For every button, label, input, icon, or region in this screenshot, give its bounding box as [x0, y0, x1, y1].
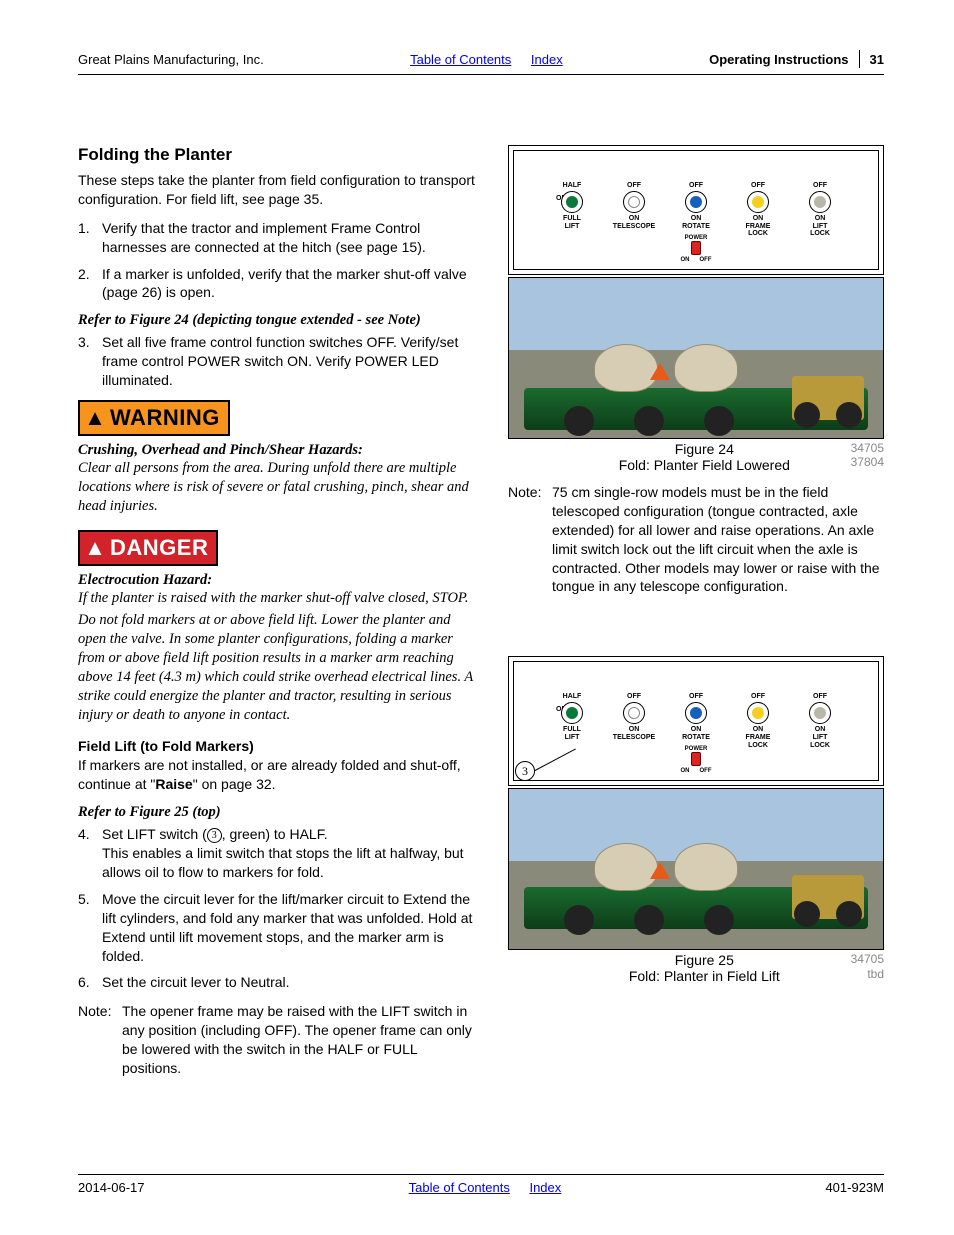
power-led-icon — [691, 752, 701, 766]
step-2: 2.If a marker is unfolded, verify that t… — [78, 265, 478, 303]
figure-25-caption: Figure 25Fold: Planter in Field Lift — [558, 952, 851, 984]
danger-body-1: If the planter is raised with the marker… — [78, 589, 478, 608]
switch-rotate: OFFON ROTATE — [674, 182, 718, 230]
right-note: Note: 75 cm single-row models must be in… — [508, 483, 884, 596]
warning-title: Crushing, Overhead and Pinch/Shear Hazar… — [78, 442, 478, 459]
switch-frame-lock: OFFON FRAME LOCK — [736, 182, 780, 238]
circled-3-icon: 3 — [207, 828, 222, 843]
control-panel-24: OFF HALFFULL LIFT OFFON TELESCOPE OFFON … — [513, 150, 879, 270]
step-1: 1.Verify that the tractor and implement … — [78, 219, 478, 257]
figure-ref-25: Refer to Figure 25 (top) — [78, 804, 478, 821]
page-footer: 2014-06-17 Table of Contents Index 401-9… — [78, 1174, 884, 1195]
index-link[interactable]: Index — [529, 1180, 561, 1195]
switch-row: HALFFULL LIFT OFFON TELESCOPE OFFON ROTA… — [550, 182, 842, 238]
note-label: Note: — [508, 483, 552, 596]
section-name: Operating Instructions — [709, 52, 848, 67]
step-5: 5.Move the circuit lever for the lift/ma… — [78, 890, 478, 966]
power-row: POWER ON OFF — [514, 746, 878, 774]
index-link[interactable]: Index — [531, 52, 563, 67]
note-text: The opener frame may be raised with the … — [122, 1002, 478, 1078]
intro-text: These steps take the planter from field … — [78, 171, 478, 209]
header-nav: Table of Contents Index — [264, 52, 709, 67]
step-3: 3.Set all five frame control function sw… — [78, 333, 478, 390]
danger-badge: ▲ DANGER — [78, 530, 218, 566]
figure-24-panel: OFF HALFFULL LIFT OFFON TELESCOPE OFFON … — [508, 145, 884, 275]
left-column: Folding the Planter These steps take the… — [78, 145, 478, 1078]
figure-25-photo — [508, 788, 884, 950]
page-header: Great Plains Manufacturing, Inc. Table o… — [78, 50, 884, 75]
toc-link[interactable]: Table of Contents — [409, 1180, 510, 1195]
steps-list-3: 4. Set LIFT switch (3, green) to HALF. T… — [78, 825, 478, 992]
header-divider — [859, 50, 860, 68]
warning-label: WARNING — [110, 405, 228, 431]
footer-date: 2014-06-17 — [78, 1180, 145, 1195]
header-section: Operating Instructions 31 — [709, 50, 884, 68]
switch-lift: HALFFULL LIFT — [550, 182, 594, 230]
content-columns: Folding the Planter These steps take the… — [78, 145, 884, 1078]
switch-frame-lock: OFFON FRAME LOCK — [736, 693, 780, 749]
control-panel-25: OFF HALFFULL LIFT OFFON TELESCOPE OFFON … — [513, 661, 879, 781]
figure-24-caption-row: Figure 24Fold: Planter Field Lowered 347… — [508, 441, 884, 473]
note-label: Note: — [78, 1002, 122, 1078]
switch-row: HALFFULL LIFT OFFON TELESCOPE OFFON ROTA… — [550, 693, 842, 749]
step-6: 6.Set the circuit lever to Neutral. — [78, 973, 478, 992]
note-text: 75 cm single-row models must be in the f… — [552, 483, 884, 596]
power-row: POWER ON OFF — [514, 235, 878, 263]
figure-24-photo — [508, 277, 884, 439]
alert-icon: ▲ — [80, 535, 110, 561]
steps-list-2: 3.Set all five frame control function sw… — [78, 333, 478, 390]
left-note: Note: The opener frame may be raised wit… — [78, 1002, 478, 1078]
right-column: OFF HALFFULL LIFT OFFON TELESCOPE OFFON … — [508, 145, 884, 1078]
danger-body-2: Do not fold markers at or above field li… — [78, 611, 478, 724]
warning-body: Clear all persons from the area. During … — [78, 459, 478, 516]
footer-nav: Table of Contents Index — [145, 1180, 826, 1195]
field-lift-intro: If markers are not installed, or are alr… — [78, 756, 478, 794]
figure-24-caption: Figure 24Fold: Planter Field Lowered — [558, 441, 851, 473]
switch-telescope: OFFON TELESCOPE — [612, 693, 656, 741]
alert-icon: ▲ — [80, 405, 110, 431]
figure-ref-24: Refer to Figure 24 (depicting tongue ext… — [78, 312, 478, 329]
switch-lift-lock: OFFON LIFT LOCK — [798, 182, 842, 238]
figure-24-ids: 3470537804 — [851, 441, 884, 470]
header-company: Great Plains Manufacturing, Inc. — [78, 52, 264, 67]
figure-25-caption-row: Figure 25Fold: Planter in Field Lift 347… — [508, 952, 884, 984]
warning-badge: ▲ WARNING — [78, 400, 230, 436]
figure-25-ids: 34705tbd — [851, 952, 884, 981]
switch-telescope: OFFON TELESCOPE — [612, 182, 656, 230]
field-lift-heading: Field Lift (to Fold Markers) — [78, 738, 478, 754]
steps-list-1: 1.Verify that the tractor and implement … — [78, 219, 478, 303]
figure-25-panel: OFF HALFFULL LIFT OFFON TELESCOPE OFFON … — [508, 656, 884, 786]
footer-docnum: 401-923M — [825, 1180, 884, 1195]
toc-link[interactable]: Table of Contents — [410, 52, 511, 67]
danger-label: DANGER — [110, 535, 216, 561]
section-heading: Folding the Planter — [78, 145, 478, 165]
switch-lift: HALFFULL LIFT — [550, 693, 594, 741]
step-4: 4. Set LIFT switch (3, green) to HALF. T… — [78, 825, 478, 882]
switch-lift-lock: OFFON LIFT LOCK — [798, 693, 842, 749]
switch-rotate: OFFON ROTATE — [674, 693, 718, 741]
danger-title: Electrocution Hazard: — [78, 572, 478, 589]
power-led-icon — [691, 241, 701, 255]
page-number: 31 — [870, 52, 884, 67]
